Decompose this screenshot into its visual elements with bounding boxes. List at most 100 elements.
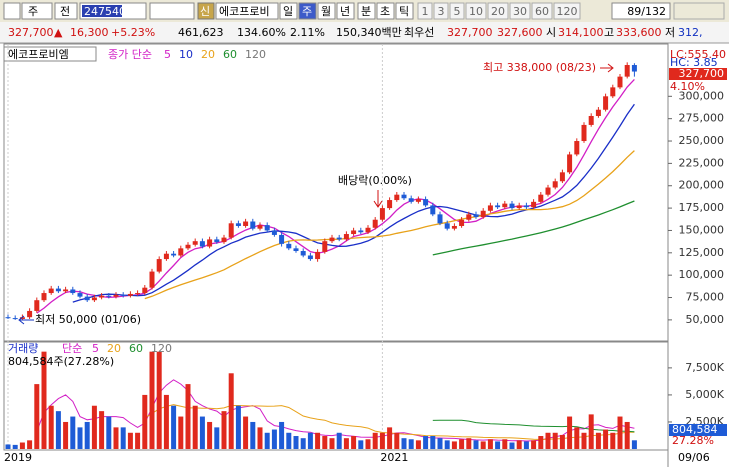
min-arrow <box>18 315 34 325</box>
ma-line <box>144 150 635 300</box>
quote-item: 134.60% <box>237 26 286 39</box>
volume-bar <box>5 444 11 449</box>
y-tick-label: 50,000 <box>686 313 725 326</box>
volume-bar <box>502 439 508 449</box>
y-tick-label: 250,000 <box>679 134 725 147</box>
max-label: 최고 338,000 (08/23) <box>483 61 596 74</box>
candle-body <box>142 287 148 294</box>
menu-icon[interactable] <box>3 2 21 20</box>
candle-body <box>351 230 357 235</box>
volume-bar <box>55 411 61 449</box>
volume-bar <box>329 438 335 449</box>
quote-item: 327,700 <box>447 26 493 39</box>
candle-body <box>581 124 587 142</box>
interval-tab[interactable] <box>449 2 465 20</box>
y-tick-label: 300,000 <box>679 89 725 102</box>
candle-body <box>91 297 97 301</box>
interval-label: 30 <box>513 5 527 18</box>
search-icons[interactable] <box>149 2 195 20</box>
period-tab[interactable] <box>279 2 298 20</box>
legend-period: 60 <box>223 48 237 61</box>
volume-bar <box>235 405 241 449</box>
quote-item: 시 <box>546 26 556 39</box>
interval-tab[interactable] <box>433 2 449 20</box>
candle-body <box>99 295 105 298</box>
interval-label: 5 <box>454 5 461 18</box>
candle-body <box>264 225 270 231</box>
candle-body <box>55 288 61 292</box>
volume-bar <box>27 440 33 449</box>
volume-bar <box>84 421 90 449</box>
page: 89/132 <box>627 5 666 18</box>
interval-label: 60 <box>535 5 549 18</box>
period-tab[interactable] <box>317 2 336 20</box>
candle-body <box>235 223 241 226</box>
volume-bar <box>70 416 76 449</box>
candle-body <box>185 244 191 249</box>
volume-bar <box>149 351 155 449</box>
candle-body <box>495 205 501 208</box>
interval-label: 10 <box>469 5 483 18</box>
period-tab[interactable] <box>395 2 414 20</box>
candle-body <box>34 300 40 311</box>
candle-body <box>379 208 385 220</box>
market-select[interactable] <box>21 2 53 20</box>
legend-title: 종가 단순 <box>108 48 152 61</box>
volume-bar <box>142 394 148 449</box>
new-button[interactable] <box>197 2 215 20</box>
candle-body <box>502 203 508 208</box>
candle-body <box>401 194 407 199</box>
candle-body <box>437 214 443 224</box>
volume-bar <box>34 384 40 449</box>
period-tab[interactable] <box>336 2 355 20</box>
period-tab[interactable] <box>298 2 317 20</box>
lc-label: LC:555.40 <box>670 48 726 61</box>
candle-body <box>192 241 198 245</box>
candle-body <box>106 295 112 297</box>
volume-bar <box>408 439 414 449</box>
hc-label: HC: 3.85 <box>670 56 718 69</box>
interval-tab[interactable] <box>509 2 531 20</box>
event-arrow <box>373 190 383 208</box>
volume-bar <box>523 441 529 449</box>
candle-body <box>559 172 565 182</box>
y-tick-label: 75,000 <box>686 291 725 304</box>
candle-body <box>279 234 285 244</box>
volume-bar <box>199 416 205 449</box>
candle-body <box>545 187 551 195</box>
interval-tab[interactable] <box>417 2 433 20</box>
volume-bar <box>178 416 184 449</box>
volume-bar <box>559 434 565 449</box>
volume-bar <box>41 351 47 449</box>
mode-button[interactable] <box>54 2 78 20</box>
candle-body <box>523 205 529 208</box>
candle-body <box>617 76 623 88</box>
legend-period: 120 <box>151 342 172 355</box>
interval-tab[interactable] <box>553 2 581 20</box>
window-icons[interactable] <box>673 2 725 20</box>
new-label: 신 <box>200 5 210 18</box>
volume-bar <box>351 436 357 449</box>
interval-tab[interactable] <box>465 2 487 20</box>
quote-item: +5.23% <box>111 26 155 39</box>
quote-bar <box>0 22 729 43</box>
volume-bar <box>552 432 558 449</box>
market: 주 <box>28 5 38 18</box>
candle-body <box>271 230 277 235</box>
period-tab[interactable] <box>376 2 395 20</box>
volume-bar <box>531 440 537 449</box>
volume-bar <box>207 421 213 449</box>
quote-item: 312, <box>678 26 703 39</box>
volume-bar <box>113 427 119 449</box>
candle-body <box>358 230 364 233</box>
interval-tab[interactable] <box>531 2 553 20</box>
y-tick-label: 175,000 <box>679 201 725 214</box>
period-tab[interactable] <box>357 2 376 20</box>
quote-item: 저 <box>665 26 675 39</box>
candle-body <box>444 223 450 229</box>
volume-bar <box>631 440 637 449</box>
interval-tab[interactable] <box>487 2 509 20</box>
code-highlight <box>82 5 122 17</box>
candle-body <box>552 181 558 188</box>
